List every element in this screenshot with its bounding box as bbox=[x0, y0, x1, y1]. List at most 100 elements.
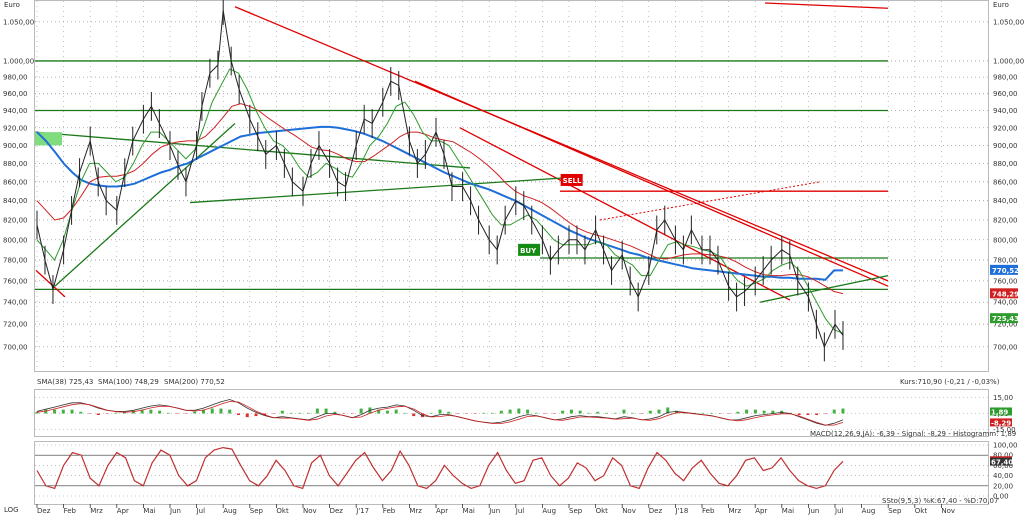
signal-buy-bg bbox=[518, 243, 541, 256]
currency-label-right: Euro bbox=[993, 1, 1009, 9]
price-tick-label-left: 960,00 bbox=[3, 90, 28, 98]
month-label: Mrz bbox=[729, 507, 742, 515]
month-axis: Dez Feb Mrz Apr Mai Jun Jul Aug Sep Okt Nov Dez J'17… bbox=[36, 504, 955, 515]
downtrend-line-early bbox=[35, 269, 66, 298]
price-grid bbox=[35, 1, 988, 370]
price-tick-label-left: 740,00 bbox=[3, 299, 28, 307]
month-label: Okt bbox=[276, 507, 289, 515]
signal-buy: BUY bbox=[520, 247, 537, 255]
price-tick-label-right: 1.000,00 bbox=[993, 57, 1024, 65]
stochastic-label: SSto(9,5,3) %K:67,40 - %D:70,07 bbox=[882, 497, 998, 505]
sma-legend-100: SMA(100) 748,29 bbox=[98, 378, 159, 386]
price-tick-label-left: 800,00 bbox=[3, 236, 28, 244]
month-label: Mai bbox=[143, 507, 155, 515]
sma200-tag-bg bbox=[990, 264, 1018, 275]
price-tick-label-left: 900,00 bbox=[3, 142, 28, 150]
stochastic-panel: 100,0080,0060,0040,0020,000,0070,0767,40… bbox=[34, 441, 1018, 505]
price-tick-label-right: 700,00 bbox=[993, 343, 1018, 351]
price-tick-label-left: 820,00 bbox=[3, 216, 28, 224]
sma100-tag-bg bbox=[990, 288, 1018, 299]
stochastic-tick-label: 100,00 bbox=[993, 442, 1018, 450]
macd-tick-label: -15,00 bbox=[993, 426, 1016, 434]
price-tick-label-right: 900,00 bbox=[993, 142, 1018, 150]
macd-body: 15,000,00-15,001,89-8,29 bbox=[35, 394, 1016, 434]
month-label: Feb bbox=[702, 507, 715, 515]
price-tick-label-left: 880,00 bbox=[3, 160, 28, 168]
signal-sell: SELL bbox=[563, 177, 582, 185]
sma200-tag: 770,52 bbox=[992, 267, 1019, 275]
sma-legend-200: SMA(200) 770,52 bbox=[164, 378, 225, 386]
price-tick-label-left: 1.000,00 bbox=[3, 57, 34, 65]
month-label: Mai bbox=[463, 507, 475, 515]
month-label: Sep bbox=[250, 507, 264, 515]
macd-tick-label: 15,00 bbox=[993, 394, 1013, 402]
stochastic-tick-label: 40,00 bbox=[993, 472, 1013, 480]
price-tick-label-right: 880,00 bbox=[993, 160, 1018, 168]
signals: SELL BUY bbox=[518, 173, 583, 256]
log-scale-label: LOG bbox=[4, 506, 19, 514]
month-label: Jun bbox=[488, 507, 500, 515]
downtrend-line-3 bbox=[459, 127, 791, 301]
price-tick-label-left: 940,00 bbox=[3, 107, 28, 115]
month-label: Jul bbox=[515, 507, 525, 515]
price-tick-label-right: 720,00 bbox=[993, 321, 1018, 329]
macd-signal-line bbox=[36, 401, 844, 426]
price-tick-label-right: 920,00 bbox=[993, 124, 1018, 132]
month-label: Jun bbox=[807, 507, 819, 515]
sma38-line bbox=[36, 68, 844, 334]
month-label: Mrz bbox=[90, 507, 103, 515]
month-label: Aug bbox=[542, 507, 556, 515]
month-label: Nov bbox=[941, 507, 955, 515]
price-tick-label-right: 820,00 bbox=[993, 216, 1018, 224]
macd-histogram-tag: 1,89 bbox=[991, 408, 1008, 416]
month-label: Jul bbox=[834, 507, 844, 515]
price-tick-label-left: 720,00 bbox=[3, 321, 28, 329]
macd-signal-tag: -8,29 bbox=[991, 419, 1011, 427]
sma38-tag-bg bbox=[990, 313, 1018, 324]
price-axis-left: 700,00 720,00 740,00 760,00 780,00 800,00 820,… bbox=[3, 18, 34, 351]
stochastic-tick-label: 60,00 bbox=[993, 462, 1013, 470]
stochastic-tick-label: 20,00 bbox=[993, 482, 1013, 490]
price-tick-label-left: 780,00 bbox=[3, 257, 28, 265]
month-label: Feb bbox=[383, 507, 396, 515]
month-label: Sep bbox=[888, 507, 902, 515]
month-label: Mrz bbox=[409, 507, 422, 515]
price-tags: 770,52 748,29 725,43 bbox=[990, 264, 1019, 324]
macd-signal-tag-bg bbox=[990, 418, 1012, 427]
month-label: Okt bbox=[915, 507, 928, 515]
month-label: Nov bbox=[303, 507, 317, 515]
month-label: J'17 bbox=[355, 507, 369, 515]
price-tick-label-left: 980,00 bbox=[3, 74, 28, 82]
price-tick-label-left: 860,00 bbox=[3, 178, 28, 186]
price-tick-label-right: 740,00 bbox=[993, 299, 1018, 307]
month-label: Jul bbox=[196, 507, 206, 515]
green-rising-line bbox=[54, 122, 236, 287]
month-label: Mai bbox=[782, 507, 794, 515]
price-tick-label-right: 960,00 bbox=[993, 90, 1018, 98]
price-tick-label-right: 780,00 bbox=[993, 257, 1018, 265]
price-tick-label-left: 1.050,00 bbox=[3, 18, 34, 26]
currency-label-left: Euro bbox=[4, 1, 20, 9]
price-panel: 700,00 720,00 740,00 760,00 780,00 800,00 820,… bbox=[3, 0, 1024, 386]
price-line bbox=[36, 10, 844, 349]
price-tick-label-right: 980,00 bbox=[993, 74, 1018, 82]
price-tick-label-left: 700,00 bbox=[3, 343, 28, 351]
stochastic-k-tag: 67,40 bbox=[991, 459, 1013, 467]
trendlines bbox=[34, 2, 889, 303]
sma100-tag: 748,29 bbox=[992, 290, 1019, 298]
price-tick-label-left: 760,00 bbox=[3, 277, 28, 285]
dotted-projection bbox=[599, 181, 821, 221]
stochastic-tick-label: 80,00 bbox=[993, 452, 1013, 460]
macd-histogram-tag-bg bbox=[990, 407, 1012, 416]
month-label: Dez bbox=[649, 507, 663, 515]
sma200-line bbox=[36, 125, 843, 281]
month-label: Nov bbox=[622, 507, 636, 515]
sma-legend-38: SMA(38) 725,43 bbox=[37, 378, 93, 386]
sma38-tag: 725,43 bbox=[992, 315, 1019, 323]
stochastic-tick-label: 0,00 bbox=[993, 493, 1009, 501]
month-label: Aug bbox=[223, 507, 237, 515]
downtrend-line-2 bbox=[414, 80, 889, 287]
stochastic-k-tag-bg bbox=[990, 457, 1012, 466]
price-tick-label-left: 840,00 bbox=[3, 197, 28, 205]
